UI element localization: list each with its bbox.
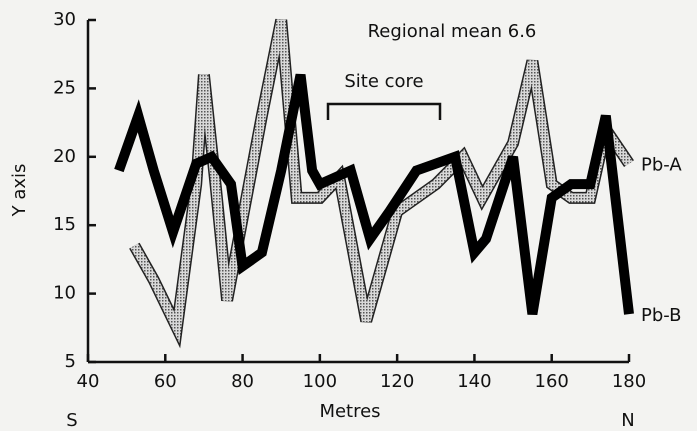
legend-label: Pb-A: [641, 155, 682, 176]
x-tick-label: 120: [380, 371, 414, 392]
y-axis-title: Y axis: [9, 164, 30, 218]
x-tick-label: 140: [457, 371, 491, 392]
y-tick-label: 30: [53, 9, 76, 30]
series-line: [114, 73, 634, 315]
x-tick-label: 180: [612, 371, 646, 392]
legend-label: Pb-B: [641, 305, 681, 326]
plot-area: [114, 18, 634, 349]
y-tick-label: 5: [65, 351, 76, 372]
y-tick-label: 20: [53, 146, 76, 167]
direction-label: S: [66, 410, 77, 431]
x-tick-label: 60: [154, 371, 177, 392]
x-tick-label: 160: [535, 371, 569, 392]
annotation: Regional mean 6.6: [368, 21, 537, 42]
direction-label: N: [621, 410, 634, 431]
y-tick-label: 25: [53, 77, 76, 98]
y-tick-label: 10: [53, 283, 76, 304]
site-core-bracket: [326, 102, 442, 120]
annotation: Site core: [344, 71, 423, 92]
y-tick-label: 15: [53, 214, 76, 235]
x-tick-label: 40: [77, 371, 100, 392]
x-axis-title: Metres: [319, 401, 380, 422]
x-tick-label: 80: [231, 371, 254, 392]
x-tick-label: 100: [303, 371, 337, 392]
